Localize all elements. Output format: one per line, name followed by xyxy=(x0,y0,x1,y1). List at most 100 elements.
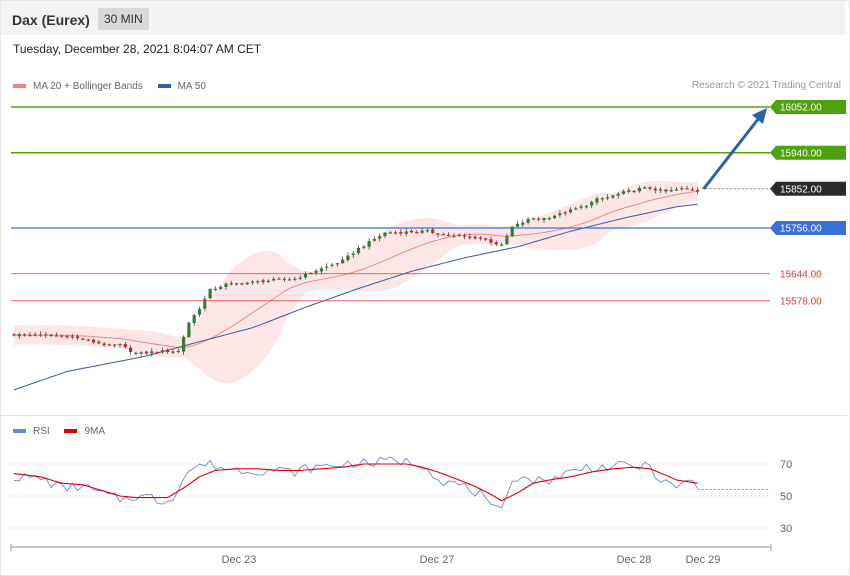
candle-body xyxy=(611,195,615,198)
candle-body xyxy=(447,234,451,237)
candle-body xyxy=(595,198,599,203)
candle-body xyxy=(277,278,281,280)
candle-body xyxy=(335,263,339,265)
candle-body xyxy=(378,236,382,239)
candle-body xyxy=(245,282,249,285)
candle-body xyxy=(468,236,472,238)
x-tick-label: Dec 23 xyxy=(222,554,257,566)
candle-body xyxy=(235,283,239,285)
candle-body xyxy=(91,339,96,343)
candle-body xyxy=(537,218,541,220)
bollinger-band-area xyxy=(14,180,698,384)
candle-body xyxy=(404,231,408,234)
candle-body xyxy=(144,351,149,354)
current-price-value: 15852.00 xyxy=(780,184,822,195)
price-legend: MA 20 + Bollinger Bands MA 50 xyxy=(13,80,218,92)
candle-body xyxy=(415,232,419,234)
rsi-tick-70: 70 xyxy=(780,459,792,471)
candle-body xyxy=(531,218,535,220)
candle-body xyxy=(129,347,133,353)
rsi-tick-50: 50 xyxy=(780,491,792,503)
candle-body xyxy=(325,266,329,268)
candle-body xyxy=(637,187,641,192)
current-price-tag xyxy=(770,181,846,196)
rsi-swatch xyxy=(13,429,26,433)
candle-body xyxy=(674,189,679,191)
candle-body xyxy=(606,197,610,199)
current-price-label: 15852.00 xyxy=(770,181,846,196)
candle-body xyxy=(351,253,355,256)
candle-body xyxy=(86,339,90,341)
chart-header: Dax (Eurex) 30 MIN xyxy=(1,1,845,35)
x-tick-label: Dec 27 xyxy=(420,554,455,566)
candle-body xyxy=(600,198,604,200)
candle-body xyxy=(680,188,684,190)
candle-body xyxy=(690,189,694,191)
candle-body xyxy=(457,234,461,236)
research-credit: Research © 2021 Trading Central xyxy=(691,80,841,91)
legend-rsi-label: RSI xyxy=(33,425,50,437)
candle-body xyxy=(420,230,424,233)
candle-body xyxy=(44,334,48,336)
target-label-0: 16052.00 xyxy=(770,100,846,114)
candle-body xyxy=(150,351,154,354)
candle-body xyxy=(54,335,58,337)
rsi-tick-30: 30 xyxy=(780,523,792,535)
legend-9ma-label: 9MA xyxy=(84,425,106,437)
candle-body xyxy=(574,208,578,210)
instrument-title: Dax (Eurex) xyxy=(12,12,90,28)
candle-body xyxy=(319,268,323,272)
candle-body xyxy=(409,230,414,233)
candle-body xyxy=(669,190,673,192)
candle-body xyxy=(261,280,265,283)
candle-body xyxy=(176,350,180,353)
x-tick-label: Dec 28 xyxy=(617,554,652,566)
legend-rsi: RSI xyxy=(13,426,50,437)
candle-body xyxy=(38,334,43,336)
candle-body xyxy=(696,189,700,192)
support-value-5: 15578.00 xyxy=(780,296,822,307)
candle-body xyxy=(213,288,217,291)
candle-body xyxy=(648,187,652,189)
candle-body xyxy=(134,352,138,354)
candle-body xyxy=(28,335,32,337)
candle-body xyxy=(33,334,37,336)
candle-body xyxy=(272,278,276,281)
support-value-4: 15644.00 xyxy=(780,269,822,280)
target-tag-0 xyxy=(770,100,846,114)
candle-body xyxy=(563,212,567,214)
projection-arrow-head xyxy=(752,108,767,124)
candle-body xyxy=(182,337,186,352)
candle-body xyxy=(494,242,498,245)
candle-body xyxy=(81,338,85,340)
candle-body xyxy=(685,188,689,190)
rsi-9ma-line xyxy=(13,463,698,502)
candle-body xyxy=(240,283,244,285)
candle-body xyxy=(510,226,514,237)
candle-body xyxy=(288,279,292,281)
candles xyxy=(12,185,700,357)
candle-body xyxy=(97,341,101,344)
candle-body xyxy=(590,201,594,206)
candle-body xyxy=(70,336,74,338)
candle-body xyxy=(505,236,509,245)
candle-body xyxy=(23,334,27,336)
candle-body xyxy=(664,189,668,192)
candle-body xyxy=(579,206,583,208)
projection-arrow-shaft xyxy=(702,117,761,190)
target-value-0: 16052.00 xyxy=(780,103,822,114)
candle-body xyxy=(484,238,488,240)
candle-body xyxy=(367,241,371,247)
candle-body xyxy=(309,272,313,275)
candle-body xyxy=(250,281,255,283)
candle-body xyxy=(282,278,286,280)
candle-body xyxy=(441,234,445,236)
timestamp: Tuesday, December 28, 2021 8:04:07 AM CE… xyxy=(13,42,262,56)
candle-body xyxy=(452,235,456,237)
target-tag-1 xyxy=(770,145,846,160)
candle-body xyxy=(139,352,143,354)
candle-body xyxy=(356,247,361,254)
candle-body xyxy=(160,350,164,353)
timeframe-badge[interactable]: 30 MIN xyxy=(98,8,149,30)
